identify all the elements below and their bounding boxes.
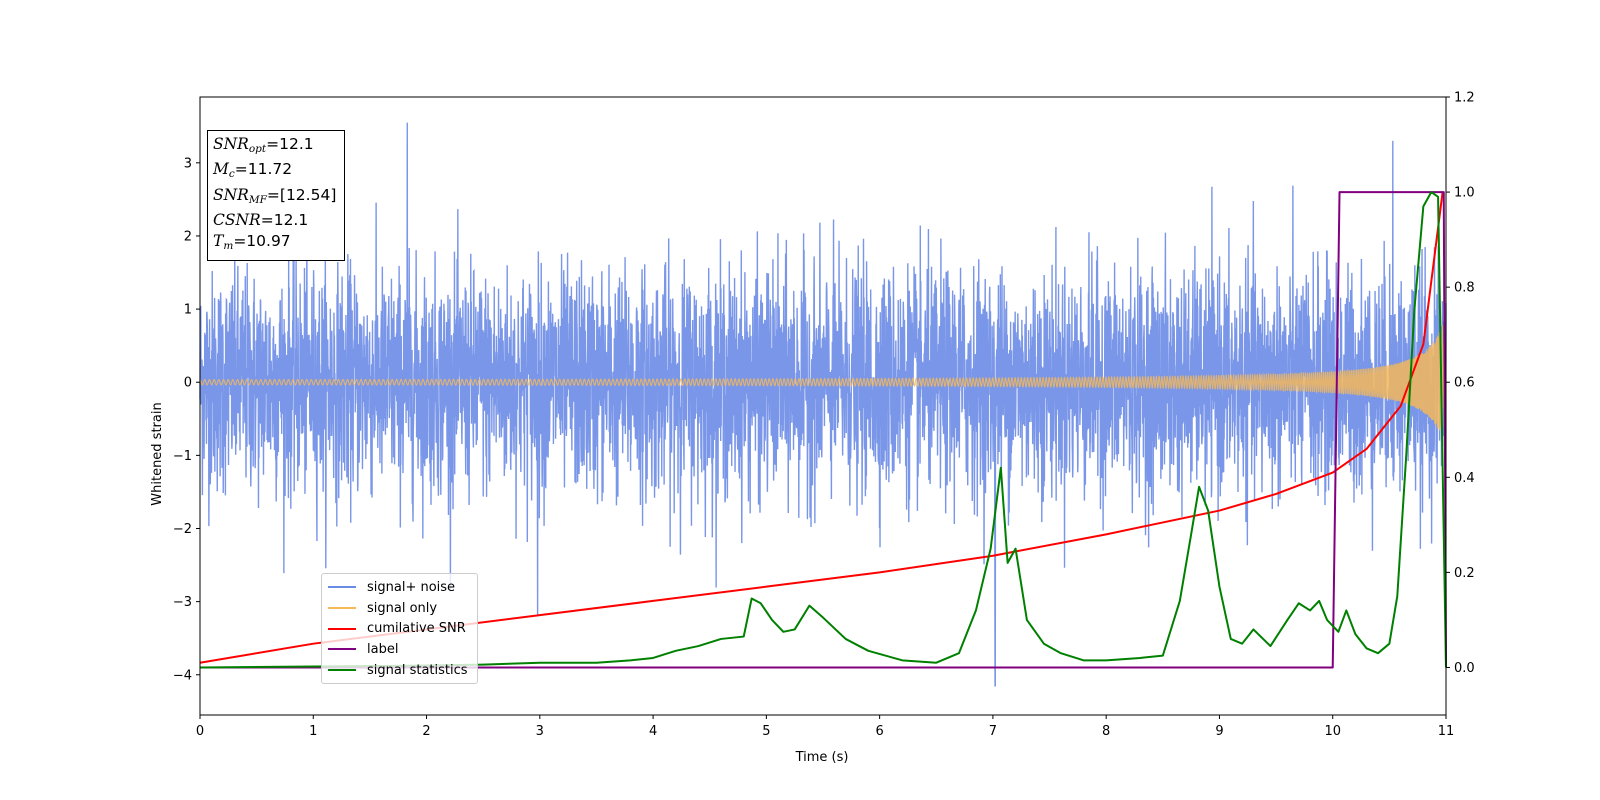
plot-area-frame — [199, 96, 1447, 716]
y-axis-label: Whitened strain — [150, 402, 165, 505]
x-tick-label: 6 — [875, 724, 883, 739]
x-tick-label: 0 — [196, 724, 204, 739]
y2-tick-label: 0.8 — [1454, 281, 1475, 296]
x-tick-label: 8 — [1102, 724, 1110, 739]
y2-tick-label: 1.2 — [1454, 91, 1475, 106]
y2-tick-label: 0.6 — [1454, 376, 1475, 391]
legend-swatch-cumulative-snr — [328, 627, 356, 630]
y2-tick-label: 1.0 — [1454, 186, 1475, 201]
y-tick-label: 3 — [184, 156, 192, 171]
y-tick-label: 1 — [184, 303, 192, 318]
y2-tick-label: 0.2 — [1454, 566, 1475, 581]
tm-annotation: Tm=10.97 — [213, 231, 291, 252]
y2-tick-label: 0.4 — [1454, 471, 1475, 486]
y-tick-label: −1 — [173, 449, 192, 464]
label-line — [200, 191, 1447, 669]
y-tick-label: −2 — [173, 522, 192, 537]
legend-item-label: label — [328, 639, 471, 660]
legend-item-signal-only: signal only — [328, 598, 471, 619]
x-tick-label: 3 — [536, 724, 544, 739]
legend-label-signal-only: signal only — [367, 600, 438, 616]
y-tick-label: −4 — [173, 668, 192, 683]
snr-opt-annotation: SNRopt=12.1 — [213, 135, 314, 155]
legend-swatch-label — [328, 648, 356, 651]
legend-label-label: label — [367, 641, 399, 657]
y-tick-label: −3 — [173, 595, 192, 610]
legend-swatch-signal-statistics — [328, 669, 356, 672]
x-tick-label: 10 — [1324, 724, 1341, 739]
legend-label-signal-noise: signal+ noise — [367, 579, 456, 595]
x-tick-label: 5 — [762, 724, 770, 739]
y-tick-label: 2 — [184, 229, 192, 244]
y2-tick-label: 0.0 — [1454, 661, 1475, 676]
legend-swatch-signal-only — [328, 607, 356, 610]
x-axis-label: Time (s) — [795, 750, 849, 765]
cumulative-snr-line — [199, 191, 1444, 664]
x-tick-label: 1 — [309, 724, 317, 739]
x-tick-label: 7 — [989, 724, 997, 739]
line-series-layer — [199, 191, 1447, 669]
signal-only-series — [199, 325, 1447, 431]
snr-mf-annotation: SNRMF=[12.54] — [213, 185, 337, 206]
legend: signal+ noise signal only cumilative SNR… — [321, 573, 478, 685]
signal-noise-series — [199, 122, 1447, 687]
x-tick-label: 9 — [1215, 724, 1223, 739]
legend-label-cumulative-snr: cumilative SNR — [367, 621, 466, 637]
mc-annotation: Mc=11.72 — [213, 160, 293, 181]
legend-item-signal-statistics: signal statistics — [328, 660, 471, 681]
y-tick-label: 0 — [184, 376, 192, 391]
signal-only-line — [199, 325, 1447, 431]
legend-item-cumulative-snr: cumilative SNR — [328, 618, 471, 639]
legend-label-signal-statistics: signal statistics — [367, 662, 468, 678]
legend-item-signal-noise: signal+ noise — [328, 577, 471, 598]
legend-swatch-signal-noise — [328, 586, 356, 589]
signal-noise-line — [199, 122, 1447, 687]
x-tick-label: 11 — [1438, 724, 1455, 739]
x-tick-label: 4 — [649, 724, 657, 739]
signal-statistics-line — [199, 191, 1447, 669]
metrics-annotation-box: SNRopt=12.1 Mc=11.72 SNRMF=[12.54] CSNR=… — [207, 130, 345, 262]
axes: 0 1 2 3 4 5 6 7 8 9 10 113210−1−2−3−41.21.00.80.60.… — [173, 91, 1475, 740]
csnr-annotation: CSNR=12.1 — [213, 211, 309, 230]
x-tick-label: 2 — [422, 724, 430, 739]
